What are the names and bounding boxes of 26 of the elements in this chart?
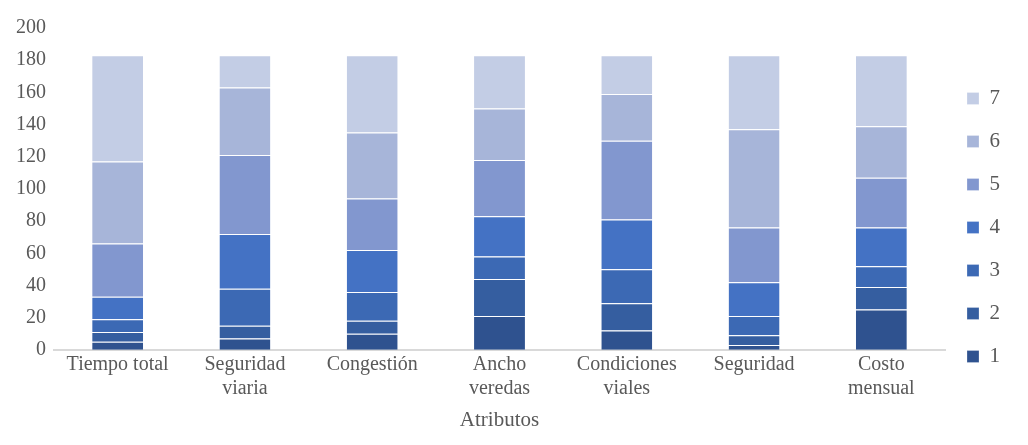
- y-tick-label: 0: [36, 337, 46, 360]
- y-tick-label: 20: [26, 304, 46, 327]
- legend-label: 5: [989, 171, 1000, 196]
- y-tick-label: 140: [16, 111, 46, 134]
- x-tick-label: Seguridad: [713, 352, 795, 376]
- legend-label: 1: [989, 343, 1000, 368]
- y-tick-label: 60: [26, 240, 46, 263]
- legend-label: 7: [989, 85, 1000, 110]
- y-tick-label: 160: [16, 79, 46, 102]
- x-tick-label: Condiciones viales: [576, 352, 677, 399]
- x-tick-label: Costo mensual: [848, 352, 916, 399]
- y-tick-label: 200: [16, 15, 46, 38]
- legend-label: 2: [989, 300, 1000, 325]
- legend-label: 3: [989, 257, 1000, 282]
- y-tick-label: 80: [26, 208, 46, 231]
- legend-label: 6: [989, 128, 1000, 153]
- x-tick-label: Congestión: [326, 352, 418, 376]
- x-tick-label: Ancho veredas: [468, 352, 531, 399]
- y-tick-label: 120: [16, 143, 46, 166]
- y-tick-label: 100: [16, 176, 46, 199]
- x-tick-label: Tiempo total: [66, 352, 170, 376]
- legend-label: 4: [989, 214, 1001, 239]
- y-tick-label: 180: [16, 47, 46, 70]
- y-tick-label: 40: [26, 272, 46, 295]
- x-axis-title: Atributos: [459, 406, 540, 431]
- x-tick-label: Seguridad viaria: [204, 352, 286, 399]
